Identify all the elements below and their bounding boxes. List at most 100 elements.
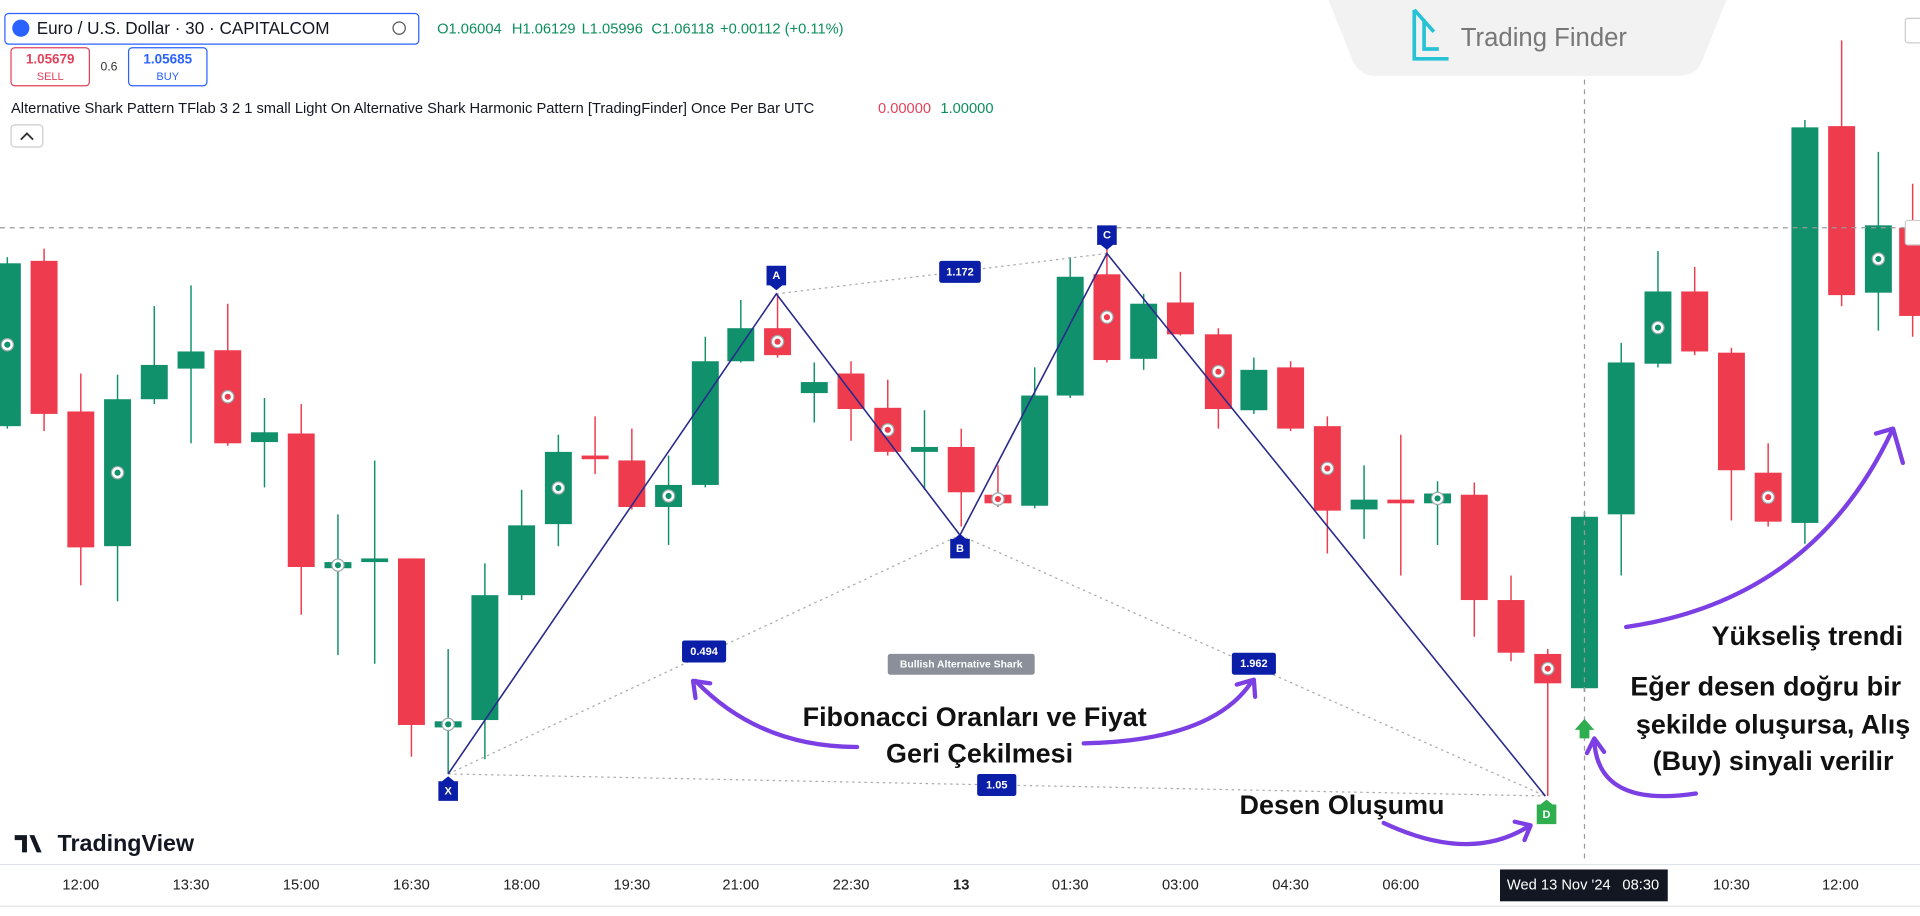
signal-marker-dot	[665, 492, 672, 500]
candle-body	[1166, 302, 1194, 335]
sell-label: SELL	[37, 71, 64, 83]
candle-body	[1607, 362, 1635, 515]
candle-body	[1791, 127, 1819, 523]
point-box	[950, 533, 970, 559]
time-label: 19:30	[613, 877, 650, 893]
ratio-box	[1231, 652, 1276, 675]
point-box	[1536, 799, 1557, 825]
time-label: 16:30	[393, 877, 430, 893]
time-label: 01:30	[1052, 877, 1089, 893]
logo-text: Trading Finder	[1461, 24, 1628, 52]
signal-marker-dot	[884, 426, 891, 433]
buy-price: 1.05685	[143, 52, 192, 67]
ohlc-low: L1.05996	[582, 21, 643, 37]
candle-body	[1387, 499, 1415, 504]
candle-body	[1021, 395, 1049, 506]
annotation-signal-3: (Buy) sinyali verilir	[1653, 746, 1894, 776]
ratio-label: 1.172	[946, 266, 974, 278]
ratio-label: 0.494	[690, 646, 718, 658]
candle-body	[947, 446, 975, 493]
point-label: C	[1103, 230, 1111, 242]
candle-body	[67, 411, 95, 548]
collapse-button[interactable]	[10, 124, 44, 148]
buy-arrow	[1574, 718, 1595, 739]
ratio-box	[939, 260, 981, 283]
signal-marker-dot	[1544, 665, 1551, 672]
cursor-time: 08:30	[1622, 877, 1659, 893]
signal-marker-dot	[334, 562, 342, 569]
annotation-signal-1: Eğer desen doğru bir	[1630, 671, 1901, 701]
ohlc-open: O1.06004	[437, 21, 502, 37]
buy-button[interactable]	[127, 47, 208, 87]
signal-marker-dot	[1875, 255, 1882, 263]
ohlc-change: +0.00112 (+0.11%)	[720, 21, 844, 37]
annotation-fib-1: Fibonacci Oranları ve Fiyat	[803, 702, 1147, 732]
symbol: Euro / U.S. Dollar · 30 · CAPITALCOM	[37, 18, 330, 38]
signal-marker-dot	[1215, 368, 1222, 375]
candle-body	[1681, 291, 1709, 352]
indicator-value-1: 0.00000	[878, 101, 931, 117]
time-label: 06:00	[1382, 877, 1419, 893]
pattern-points: X A B C D 1.172 0.494 1.962 1.05	[438, 225, 1557, 825]
pattern-name: Bullish Alternative Shark	[900, 660, 1023, 671]
indicator-value-2: 1.00000	[940, 101, 993, 117]
point-box	[438, 776, 458, 801]
time-label: 12:00	[1822, 877, 1859, 893]
sell-price: 1.05679	[26, 52, 75, 67]
tv-logo-text: TradingView	[58, 830, 195, 856]
tv-logo-mark	[14, 835, 42, 853]
point-label: X	[444, 786, 452, 798]
candle-body	[177, 351, 205, 369]
candle-body	[691, 361, 719, 485]
candles	[0, 40, 1920, 796]
candle-body	[140, 364, 168, 400]
candle-body	[581, 455, 609, 460]
annotation-formation: Desen Oluşumu	[1240, 790, 1445, 820]
cursor-time-box	[1500, 869, 1668, 902]
time-label: 13	[953, 877, 969, 893]
candle-body	[1240, 369, 1268, 411]
settings-icon[interactable]	[392, 21, 406, 35]
point-box	[1097, 225, 1117, 250]
point-label: A	[772, 270, 780, 282]
logo-box	[1328, 0, 1727, 76]
signal-marker-dot	[555, 484, 562, 492]
annotation-signal-2: şekilde oluşursa, Alış	[1636, 709, 1910, 739]
signal-marker-dot	[445, 721, 452, 728]
candle-body	[1497, 600, 1525, 653]
logo-mark	[1412, 8, 1449, 61]
sell-button[interactable]	[10, 47, 90, 87]
buy-label: BUY	[156, 71, 179, 83]
time-label: 12:00	[62, 877, 99, 893]
candle-body	[911, 446, 938, 452]
indicator-name: Alternative Shark Pattern TFlab 3 2 1 sm…	[11, 101, 815, 117]
time-label: 22:30	[833, 877, 870, 893]
candle-body	[1130, 303, 1158, 359]
ratio-box	[977, 773, 1017, 796]
candle-body	[1350, 499, 1378, 510]
symbol-box[interactable]	[4, 12, 420, 45]
candle-body	[287, 433, 315, 567]
side-button[interactable]	[1904, 17, 1920, 44]
spread: 0.6	[100, 60, 117, 74]
signal-marker-dot	[1103, 314, 1110, 321]
signal-marker-dot	[114, 469, 121, 476]
collapse-icon	[20, 132, 34, 141]
time-label: 15:00	[283, 877, 320, 893]
signal-marker-dot	[774, 338, 781, 345]
cursor-date: Wed 13 Nov '24	[1507, 877, 1611, 893]
candle-body	[800, 382, 828, 394]
signal-marker-dot	[4, 341, 11, 348]
ratio-label: 1.962	[1240, 658, 1268, 670]
candle-body	[361, 558, 389, 563]
ohlc-high: H1.06129	[512, 21, 576, 37]
pattern-name-box	[887, 653, 1035, 675]
time-axis: 12:00 13:30 15:00 16:30 18:00 19:30 21:00 22:30…	[62, 877, 1858, 893]
time-label: 21:00	[722, 877, 759, 893]
side-button[interactable]	[1904, 219, 1920, 246]
signal-marker-dot	[1434, 495, 1441, 502]
candle-body	[508, 525, 536, 596]
time-label: 03:00	[1162, 877, 1199, 893]
candle-body	[30, 260, 58, 414]
